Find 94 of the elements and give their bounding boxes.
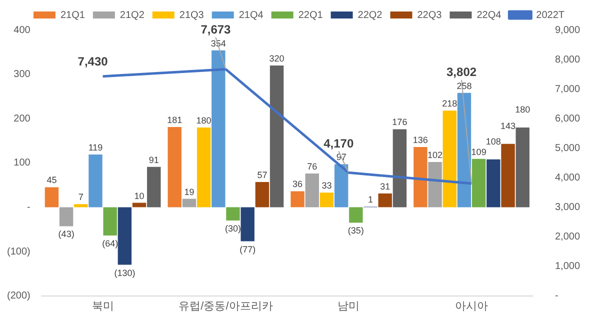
data-label: 57: [257, 170, 268, 180]
legend-label: 2022T: [536, 10, 565, 21]
x-tick-label: 남미: [338, 300, 360, 312]
x-tick-label: 유럽/중동/아프리카: [178, 300, 273, 312]
data-label: 31: [380, 181, 390, 192]
y2-tick-label: 8,000: [554, 54, 580, 66]
bar: [501, 144, 515, 208]
legend-label: 21Q2: [120, 10, 145, 21]
y-tick-label: (200): [6, 290, 30, 302]
y-tick-label: 300: [14, 69, 31, 80]
legend-label: 21Q1: [60, 10, 86, 21]
bar: [212, 50, 226, 208]
bar: [428, 162, 442, 208]
bar: [226, 207, 240, 220]
data-label: 36: [292, 179, 303, 190]
bar: [147, 166, 161, 208]
bar: [414, 146, 428, 208]
data-label: 258: [456, 80, 472, 91]
data-label: 320: [269, 53, 284, 64]
bar: [44, 187, 59, 208]
data-label: 10: [134, 190, 144, 201]
data-label: 176: [392, 117, 408, 128]
y-tick-label: 400: [14, 24, 31, 36]
y2-tick-label: 2,000: [554, 231, 580, 242]
data-label: 4,170: [324, 136, 354, 151]
legend-label: 22Q3: [417, 10, 442, 21]
bar: [516, 127, 530, 208]
bar: [349, 207, 363, 223]
x-tick-label: 북미: [92, 300, 114, 312]
bar: [255, 182, 270, 208]
bar: [196, 127, 211, 208]
data-label: 7,430: [78, 54, 108, 69]
bar: [270, 65, 284, 208]
data-label: (43): [58, 229, 74, 240]
data-label: 181: [167, 115, 182, 125]
y2-tick-label: 9,000: [554, 24, 580, 36]
bar: [118, 207, 132, 265]
data-label: 19: [184, 186, 194, 197]
legend-label: 21Q4: [238, 10, 264, 21]
data-label: (77): [240, 244, 256, 254]
data-label: 33: [322, 180, 332, 191]
y2-tick-label: 3,000: [554, 202, 580, 213]
data-label: 136: [412, 134, 428, 145]
data-label: 3,802: [446, 65, 477, 80]
data-label: (35): [348, 226, 364, 236]
bar: [457, 92, 472, 208]
legend-label: 22Q2: [358, 10, 383, 21]
bar: [486, 159, 500, 208]
bar: [74, 204, 88, 208]
bar: [472, 158, 486, 208]
y2-tick-label: 6,000: [554, 113, 580, 124]
legend-label: 22Q1: [298, 10, 324, 21]
y2-tick-label: 4,000: [554, 172, 580, 184]
data-label: 218: [442, 98, 458, 109]
data-label: 109: [471, 146, 486, 157]
bar: [88, 154, 102, 208]
data-label: 108: [486, 136, 501, 146]
data-label: (30): [224, 223, 242, 234]
y2-tick-label: 7,000: [554, 84, 580, 95]
data-label: 119: [88, 142, 103, 152]
data-label: 7,673: [200, 22, 232, 37]
data-label: (64): [102, 238, 118, 249]
bar: [392, 129, 407, 208]
legend-label: 22Q4: [476, 10, 502, 21]
bar: [334, 164, 348, 208]
legend-label: 21Q3: [179, 10, 204, 21]
y2-tick-label: 5,000: [554, 142, 580, 154]
y-tick-label: (100): [6, 246, 30, 258]
y-tick-label: 200: [14, 113, 31, 124]
x-tick-label: 아시아: [455, 300, 488, 312]
bar: [290, 191, 304, 208]
bar: [59, 207, 74, 226]
data-label: 1: [368, 194, 374, 205]
data-label: 76: [307, 162, 318, 172]
data-label: 143: [500, 120, 516, 131]
bar: [103, 207, 117, 236]
bar: [320, 192, 334, 208]
data-label: 45: [46, 175, 57, 186]
bar: [378, 193, 392, 208]
bar: [168, 127, 182, 208]
bar: [240, 207, 254, 242]
data-label: 7: [78, 192, 84, 202]
y-tick-label: -: [27, 202, 30, 213]
data-label: 91: [148, 154, 159, 165]
data-label: 102: [428, 150, 443, 160]
y2-tick-label: -: [554, 290, 558, 302]
bar: [305, 174, 319, 208]
data-label: 180: [515, 104, 530, 114]
y-tick-label: 100: [14, 158, 31, 169]
data-label: 180: [196, 115, 212, 126]
bar: [182, 198, 196, 208]
y2-tick-label: 1,000: [554, 261, 580, 272]
data-label: (130): [114, 268, 136, 278]
bar: [442, 110, 456, 208]
